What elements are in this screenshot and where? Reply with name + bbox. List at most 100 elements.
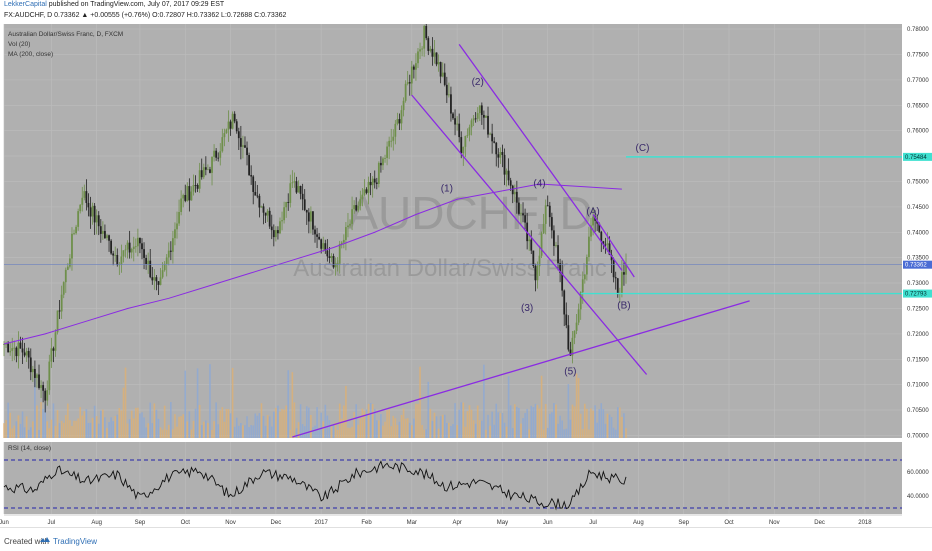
volume-bar (196, 368, 199, 438)
volume-bar (23, 427, 26, 438)
time-tick-label: 2017 (315, 520, 329, 526)
rsi-tick-label: 40.0000 (907, 494, 929, 500)
candle-body (303, 199, 306, 210)
volume-bar (258, 413, 261, 438)
candle-body (13, 347, 16, 349)
volume-bar (262, 415, 265, 438)
volume-bar (429, 408, 432, 438)
volume-bar (275, 407, 277, 438)
candle-body (167, 250, 170, 258)
volume-bar (291, 372, 294, 438)
volume-bar (596, 422, 598, 438)
candle-body (427, 38, 430, 51)
candle-body (83, 191, 86, 198)
volume-bar (151, 423, 154, 438)
volume-bar (505, 426, 508, 438)
price-tick-label: 0.76000 (907, 129, 929, 135)
time-tick-label: Aug (633, 520, 644, 526)
volume-bar (202, 421, 205, 438)
volume-bar (198, 404, 201, 438)
volume-bar (153, 403, 156, 438)
volume-bar (458, 409, 460, 438)
author-name[interactable]: LekkerCapital (4, 1, 47, 8)
volume-bar (7, 402, 9, 438)
price-chart[interactable]: AUDCHF, D Australian Dollar/Swiss Franc (1… (0, 24, 932, 527)
volume-bar (155, 409, 158, 438)
volume-bar (184, 370, 187, 438)
volume-bar (242, 425, 244, 438)
candle-body (557, 245, 559, 264)
volume-bar (250, 425, 252, 438)
time-tick-label: Jun (0, 520, 9, 526)
volume-bar (501, 412, 504, 438)
volume-bar (614, 429, 617, 438)
candle-body (359, 199, 362, 206)
candle-body (58, 310, 61, 312)
volume-bar (297, 422, 300, 438)
time-tick-label: Aug (91, 520, 102, 526)
candle-body (207, 169, 209, 171)
rsi-tick-label: 60.0000 (907, 470, 929, 476)
candle-body (89, 207, 92, 217)
volume-bar (141, 412, 143, 438)
volume-bar (464, 426, 467, 438)
legend-ma: MA (200, close) (8, 51, 53, 58)
candle-body (295, 181, 298, 193)
volume-bar (303, 426, 306, 438)
volume-bar (476, 405, 479, 438)
candle-body (71, 233, 73, 259)
volume-bar (285, 405, 287, 438)
candle-body (349, 223, 351, 226)
volume-bar (542, 429, 545, 438)
volume-bar (353, 412, 355, 438)
candle-body (128, 242, 131, 253)
candle-body (258, 195, 261, 208)
candle-body (536, 266, 539, 281)
candle-body (155, 277, 158, 282)
candle-body (441, 72, 444, 77)
volume-bar (9, 412, 11, 438)
volume-bar (126, 423, 129, 438)
candle-body (433, 52, 436, 57)
candle-body (365, 189, 368, 193)
volume-bar (503, 422, 506, 438)
level-label-c: 0.75484 (905, 155, 927, 161)
candle-body (511, 185, 514, 195)
volume-bar (130, 410, 133, 438)
candle-body (242, 145, 244, 147)
volume-bar (616, 407, 619, 438)
candle-body (114, 254, 117, 256)
volume-bar (89, 422, 92, 438)
candle-body (588, 236, 590, 258)
volume-bar (408, 422, 411, 438)
candle-body (583, 274, 586, 280)
candle-body (392, 136, 395, 141)
volume-bar (437, 428, 440, 438)
volume-bar (338, 403, 341, 438)
created-with-text: Created with (4, 537, 49, 546)
volume-bar (264, 425, 267, 438)
candle-body (573, 330, 576, 338)
candle-body (493, 141, 496, 143)
candle-body (509, 180, 512, 186)
candle-body (229, 121, 232, 129)
candle-body (614, 277, 617, 279)
volume-bar (528, 429, 531, 438)
candle-body (62, 282, 65, 295)
candle-body (38, 374, 40, 388)
volume-bar (182, 414, 184, 438)
volume-bar (594, 405, 596, 438)
candle-body (445, 84, 448, 96)
volume-bar (167, 424, 170, 438)
tradingview-brand[interactable]: TradingView (53, 537, 98, 546)
volume-bar (215, 402, 217, 438)
volume-bar (320, 412, 322, 438)
candle-body (454, 118, 456, 125)
price-tick-label: 0.75000 (907, 179, 929, 185)
volume-bar (106, 428, 108, 438)
candle-body (380, 162, 382, 166)
volume-bar (472, 420, 475, 438)
volume-bar (54, 425, 57, 438)
candle-body (196, 185, 199, 189)
volume-bar (577, 378, 580, 438)
